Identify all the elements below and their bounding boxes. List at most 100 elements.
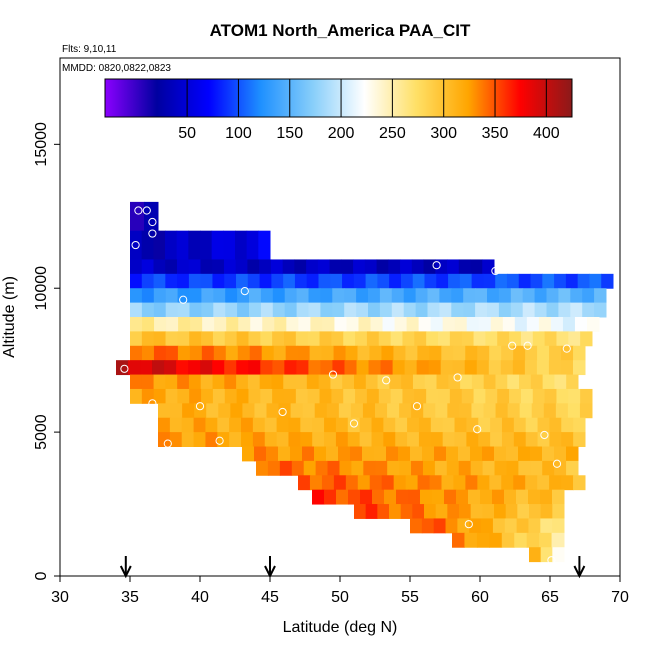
heatmap-cell [130, 230, 143, 260]
heatmap-cell [524, 360, 538, 376]
heatmap-cell [528, 489, 541, 505]
heatmap-cell [393, 345, 406, 361]
heatmap-cell [418, 432, 432, 447]
heatmap-cell [412, 273, 426, 289]
heatmap-cell [130, 288, 143, 304]
heatmap-cell [331, 331, 344, 347]
heatmap-cell [384, 489, 397, 505]
heatmap-cell [357, 345, 370, 361]
colorbar: 50 100 150 200 250 300 350 400 [104, 78, 573, 142]
heatmap-cell [458, 259, 472, 275]
heatmap-cell [369, 345, 382, 361]
heatmap-cell [463, 288, 476, 304]
flight-point [142, 206, 151, 215]
heatmap-cell [379, 288, 393, 304]
heatmap-cell [483, 374, 496, 390]
heatmap-cell [501, 475, 514, 491]
heatmap-cell [480, 489, 493, 505]
heatmap-cell [561, 417, 574, 433]
heatmap-cell [505, 504, 518, 519]
heatmap-cell [324, 489, 337, 505]
heatmap-cell [492, 489, 505, 505]
heatmap-cell [492, 518, 506, 534]
heatmap-cell [435, 403, 448, 419]
heatmap-cell [577, 273, 590, 289]
heatmap-cell [554, 273, 567, 289]
heatmap-cell [556, 388, 569, 404]
heatmap-cell [530, 374, 544, 390]
heatmap-cell [481, 518, 494, 534]
heatmap-cell [267, 460, 281, 476]
heatmap-cell [177, 345, 191, 361]
heatmap-cell [355, 388, 368, 404]
flights-label: Flts: 9,10,11 [62, 44, 117, 55]
heatmap-cell [141, 230, 154, 260]
heatmap-cell [144, 201, 159, 232]
heatmap-cell [483, 273, 496, 289]
heatmap-cell [288, 432, 301, 447]
heatmap-cell [566, 460, 579, 476]
heatmap-cell [300, 417, 313, 433]
heatmap-cell [165, 259, 178, 275]
heatmap-cell [544, 388, 557, 404]
heatmap-cell [296, 302, 309, 318]
heatmap-cell [453, 345, 466, 361]
heatmap-cell [252, 417, 266, 433]
heatmap-cell [404, 360, 418, 376]
heatmap-cell [205, 417, 218, 433]
heatmap-cell [570, 302, 583, 318]
heatmap-cell [403, 288, 417, 304]
heatmap-cell [205, 432, 218, 447]
heatmap-cell [446, 446, 459, 462]
heatmap-cell [212, 388, 226, 404]
heatmap-cell [489, 475, 502, 491]
heatmap-cell [297, 345, 311, 361]
heatmap-cell [249, 302, 262, 318]
heatmap-cell [141, 302, 155, 318]
heatmap-cell [284, 360, 297, 376]
heatmap-cell [439, 302, 452, 318]
heatmap-cell [166, 317, 179, 332]
heatmap-cell [530, 446, 543, 462]
heatmap-cell [447, 504, 460, 519]
heatmap-cell [319, 331, 332, 347]
heatmap-cell [489, 532, 503, 548]
heatmap-cell [130, 302, 143, 318]
heatmap-cell [354, 504, 367, 519]
heatmap-cell [540, 518, 553, 534]
flight-point [215, 436, 224, 445]
heatmap-cell [441, 345, 454, 361]
heatmap-cell [200, 273, 213, 289]
heatmap-cell [387, 460, 400, 476]
heatmap-cell [586, 317, 600, 332]
heatmap-cell [460, 374, 473, 390]
heatmap-cell [278, 446, 291, 462]
heatmap-cell [478, 317, 492, 332]
heatmap-cell [165, 388, 178, 404]
heatmap-cell [177, 273, 190, 289]
heatmap-cell [237, 288, 250, 304]
heatmap-cell [224, 273, 237, 289]
heatmap-cell [388, 259, 401, 275]
heatmap-cell [510, 288, 524, 304]
heatmap-cell [530, 273, 543, 289]
heatmap-cell [424, 374, 438, 390]
heatmap-cell [418, 317, 432, 332]
heatmap-cell [142, 317, 155, 332]
heatmap-cell [356, 288, 369, 304]
heatmap-cell [334, 317, 347, 332]
heatmap-cell [165, 273, 178, 289]
heatmap-cell [537, 417, 550, 433]
x-tick-label: 50 [331, 589, 349, 606]
heatmap-cell [223, 259, 237, 275]
heatmap-cell [247, 259, 260, 275]
heatmap-cell [457, 518, 470, 534]
heatmap-cell [414, 331, 427, 347]
heatmap-cell [429, 345, 442, 361]
heatmap-cell [438, 388, 451, 404]
heatmap-cell [475, 288, 488, 304]
heatmap-cell [153, 374, 166, 390]
heatmap-cell [517, 504, 530, 519]
heatmap-cell [417, 345, 430, 361]
heatmap-cell [406, 317, 420, 332]
